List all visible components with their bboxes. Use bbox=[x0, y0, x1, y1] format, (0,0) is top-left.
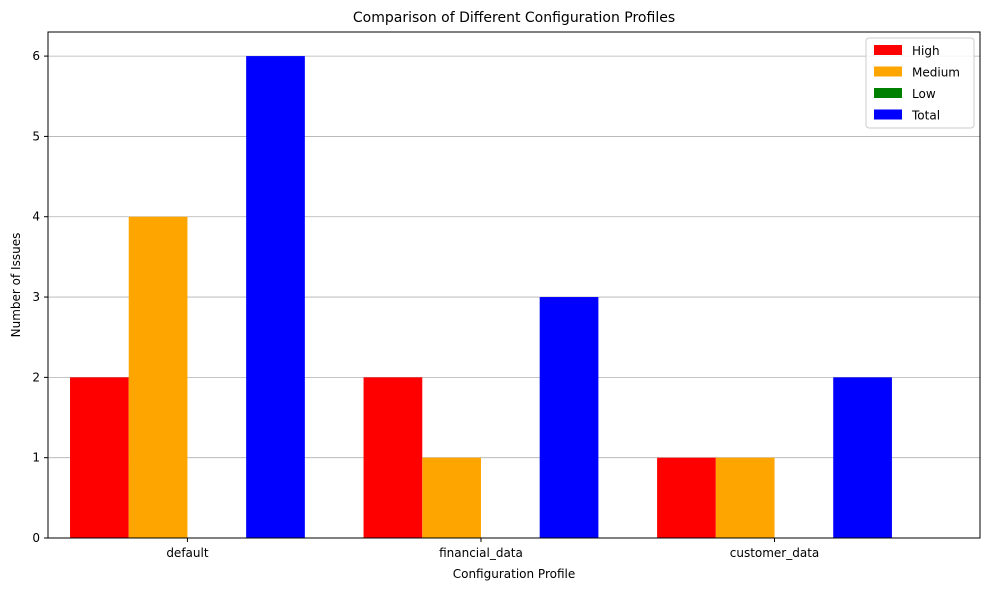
y-tick-label: 2 bbox=[32, 370, 40, 384]
legend: High Medium Low Total bbox=[865, 37, 975, 129]
gridlines bbox=[48, 55, 980, 459]
y-tick-label: 6 bbox=[32, 49, 40, 63]
x-tick-label: customer_data bbox=[730, 546, 820, 560]
y-tick-label: 5 bbox=[32, 129, 40, 143]
bar-high-default bbox=[70, 377, 129, 538]
x-axis-ticks: default financial_data customer_data bbox=[166, 538, 819, 560]
y-tick-label: 3 bbox=[32, 290, 40, 304]
legend-label: High bbox=[912, 44, 940, 58]
x-tick-label: default bbox=[166, 546, 209, 560]
bar-high-financial_data bbox=[363, 377, 423, 538]
bar-total-financial_data bbox=[539, 297, 599, 538]
y-tick-label: 4 bbox=[32, 210, 40, 224]
bar-medium-default bbox=[128, 216, 188, 538]
bar-high-customer_data bbox=[657, 457, 716, 538]
bars-group bbox=[70, 56, 892, 538]
x-tick-label: financial_data bbox=[439, 546, 523, 560]
x-axis-label: Configuration Profile bbox=[453, 567, 576, 581]
legend-label: Low bbox=[912, 87, 936, 101]
plot-frame bbox=[47, 31, 981, 539]
legend-label: Total bbox=[911, 109, 940, 123]
bar-total-customer_data bbox=[833, 377, 892, 538]
y-axis-ticks: 0 1 2 3 4 5 6 bbox=[32, 49, 48, 545]
y-tick-label: 0 bbox=[32, 531, 40, 545]
chart-title: Comparison of Different Configuration Pr… bbox=[353, 10, 675, 26]
y-tick-label: 1 bbox=[32, 451, 40, 465]
legend-swatch bbox=[874, 45, 902, 55]
bar-medium-customer_data bbox=[715, 457, 775, 538]
legend-swatch bbox=[874, 109, 902, 120]
legend-swatch bbox=[874, 66, 902, 77]
legend-label: Medium bbox=[912, 66, 960, 80]
bar-medium-financial_data bbox=[422, 457, 481, 538]
legend-swatch bbox=[874, 88, 902, 98]
y-axis-label: Number of Issues bbox=[9, 233, 23, 338]
legend-box bbox=[865, 37, 975, 129]
bar-total-default bbox=[246, 56, 305, 538]
